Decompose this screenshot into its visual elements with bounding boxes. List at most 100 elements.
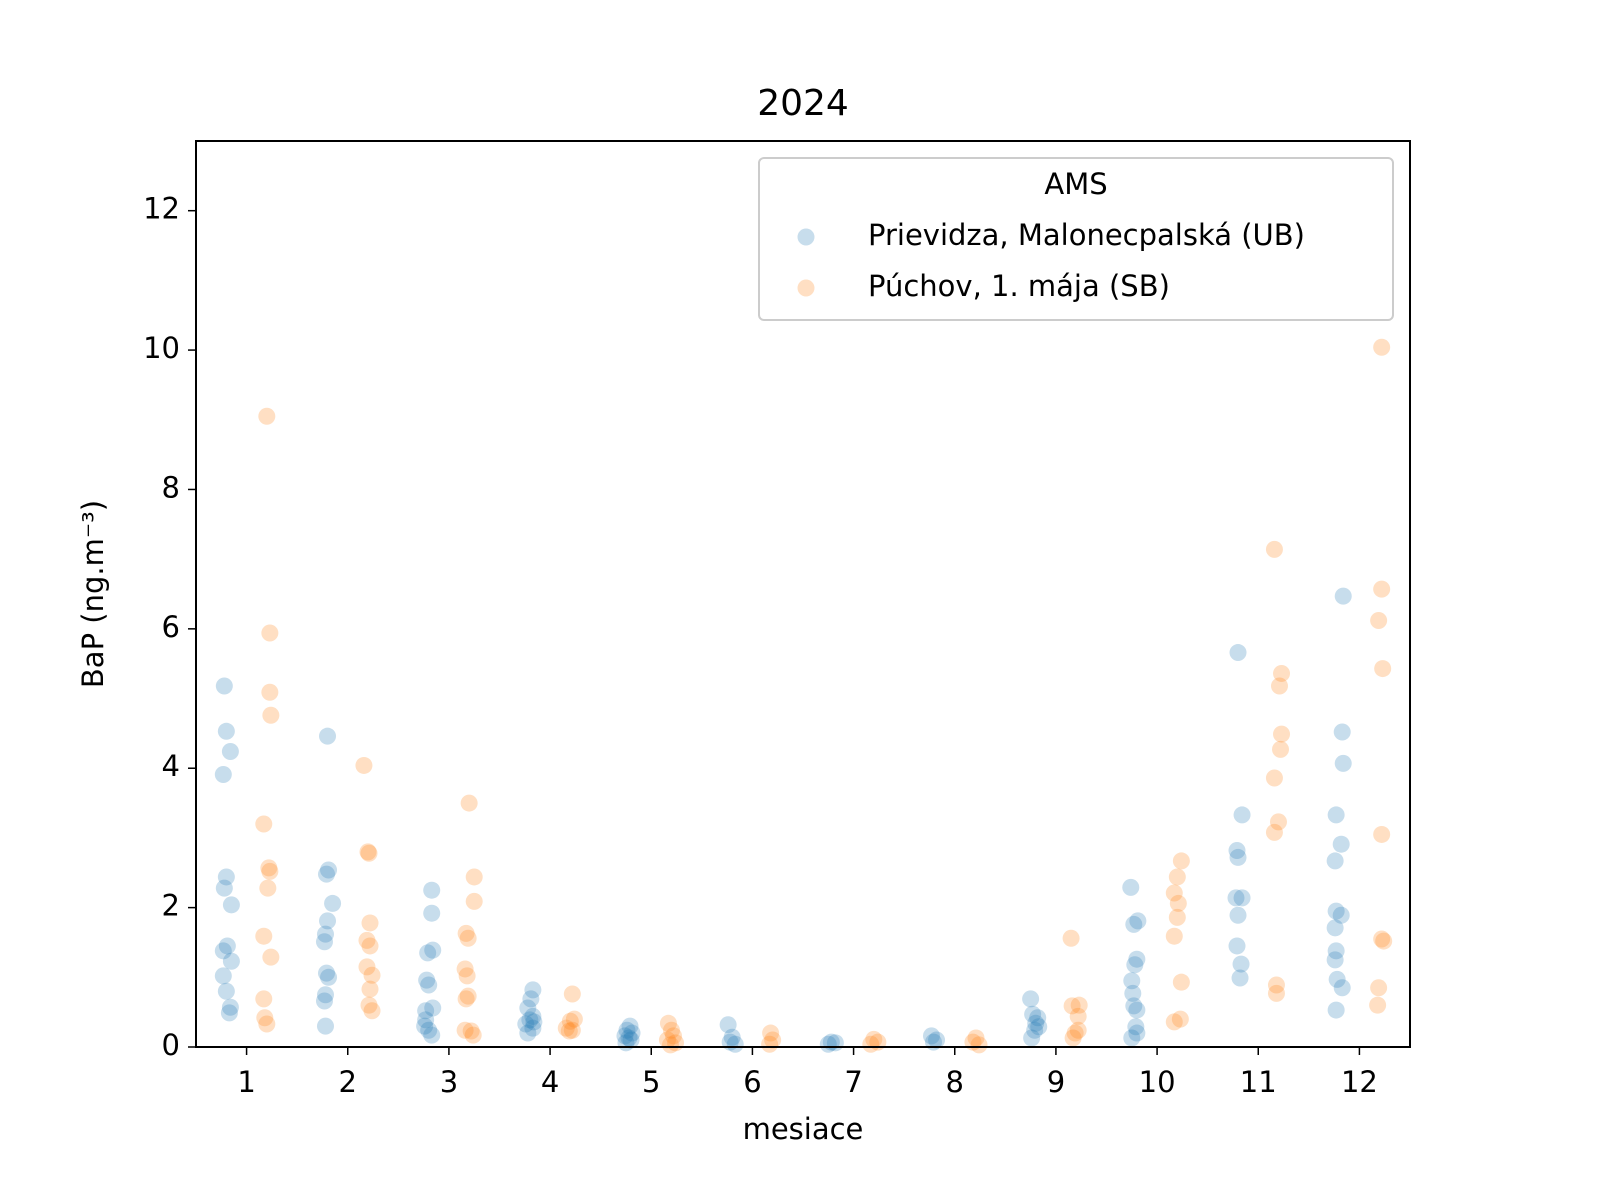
- point: [662, 1021, 680, 1039]
- point: [622, 1031, 640, 1049]
- point: [1168, 868, 1186, 886]
- point: [316, 1017, 334, 1035]
- point: [1267, 984, 1285, 1002]
- point: [1229, 848, 1247, 866]
- point: [358, 958, 376, 976]
- point: [1172, 852, 1190, 870]
- point: [521, 1011, 539, 1029]
- point: [214, 942, 232, 960]
- point: [1024, 1005, 1042, 1023]
- point: [1172, 973, 1190, 991]
- y-tick-label: 4: [162, 749, 180, 783]
- point: [360, 996, 378, 1014]
- point: [420, 1021, 438, 1039]
- point: [424, 999, 442, 1017]
- point: [1326, 852, 1344, 870]
- point: [1232, 955, 1250, 973]
- point: [1273, 725, 1291, 743]
- point: [519, 1024, 537, 1042]
- point: [1229, 906, 1247, 924]
- point: [1327, 806, 1345, 824]
- x-tick-label: 10: [1139, 1065, 1176, 1099]
- point: [418, 971, 436, 989]
- point: [1128, 1001, 1146, 1019]
- x-tick-label: 5: [642, 1065, 660, 1099]
- y-tick-label: 8: [162, 470, 180, 504]
- point: [460, 794, 478, 812]
- legend-marker: [797, 279, 815, 297]
- point: [561, 1012, 579, 1030]
- point: [417, 1011, 435, 1029]
- point: [524, 1019, 542, 1037]
- x-tick-label: 3: [440, 1065, 458, 1099]
- point: [726, 1035, 744, 1053]
- point: [1273, 664, 1291, 682]
- point: [1129, 912, 1147, 930]
- point: [423, 904, 441, 922]
- point: [1023, 1029, 1041, 1047]
- point: [621, 1017, 639, 1035]
- point: [865, 1030, 883, 1048]
- point: [819, 1035, 837, 1053]
- point: [1029, 1009, 1047, 1027]
- point: [419, 944, 437, 962]
- point: [1125, 915, 1143, 933]
- y-axis-label: BaP (ng.m⁻³): [76, 500, 110, 688]
- point: [1326, 951, 1344, 969]
- point: [259, 879, 277, 897]
- point: [324, 894, 342, 912]
- point: [222, 952, 240, 970]
- point: [970, 1036, 988, 1054]
- legend-label: Prievidza, Malonecpalská (UB): [868, 218, 1305, 252]
- x-tick-label: 9: [1047, 1065, 1065, 1099]
- point: [261, 624, 279, 642]
- point: [524, 1007, 542, 1025]
- x-tick-label: 6: [743, 1065, 761, 1099]
- point: [1022, 990, 1040, 1008]
- point: [1267, 976, 1285, 994]
- point: [255, 990, 273, 1008]
- y-tick-label: 12: [143, 192, 180, 226]
- point: [560, 1022, 578, 1040]
- point: [315, 933, 333, 951]
- point: [1270, 677, 1288, 695]
- point: [1123, 1029, 1141, 1047]
- point: [320, 968, 338, 986]
- point: [1066, 1024, 1084, 1042]
- point: [1168, 908, 1186, 926]
- x-tick-label: 8: [946, 1065, 964, 1099]
- point: [928, 1031, 946, 1049]
- point: [361, 937, 379, 955]
- point: [764, 1031, 782, 1049]
- x-axis-label: mesiace: [743, 1112, 864, 1146]
- point: [659, 1014, 677, 1032]
- point: [1062, 929, 1080, 947]
- point: [1327, 902, 1345, 920]
- point: [524, 981, 542, 999]
- point: [761, 1035, 779, 1053]
- point: [1128, 1024, 1146, 1042]
- point: [220, 1004, 238, 1022]
- point: [1333, 979, 1351, 997]
- point: [319, 912, 337, 930]
- point: [1328, 970, 1346, 988]
- point: [557, 1019, 575, 1037]
- point: [1165, 1013, 1183, 1031]
- point: [1374, 660, 1392, 678]
- point: [1233, 889, 1251, 907]
- x-tick-label: 2: [339, 1065, 357, 1099]
- point: [519, 999, 537, 1017]
- point: [1231, 969, 1249, 987]
- point: [1026, 1021, 1044, 1039]
- point: [256, 1009, 274, 1027]
- point: [456, 1021, 474, 1039]
- x-tick-label: 7: [844, 1065, 862, 1099]
- point: [222, 896, 240, 914]
- point: [1233, 806, 1251, 824]
- point: [1369, 996, 1387, 1014]
- point: [1373, 930, 1391, 948]
- point: [262, 706, 280, 724]
- point: [862, 1035, 880, 1053]
- legend-title: AMS: [1044, 167, 1107, 201]
- point: [320, 861, 338, 879]
